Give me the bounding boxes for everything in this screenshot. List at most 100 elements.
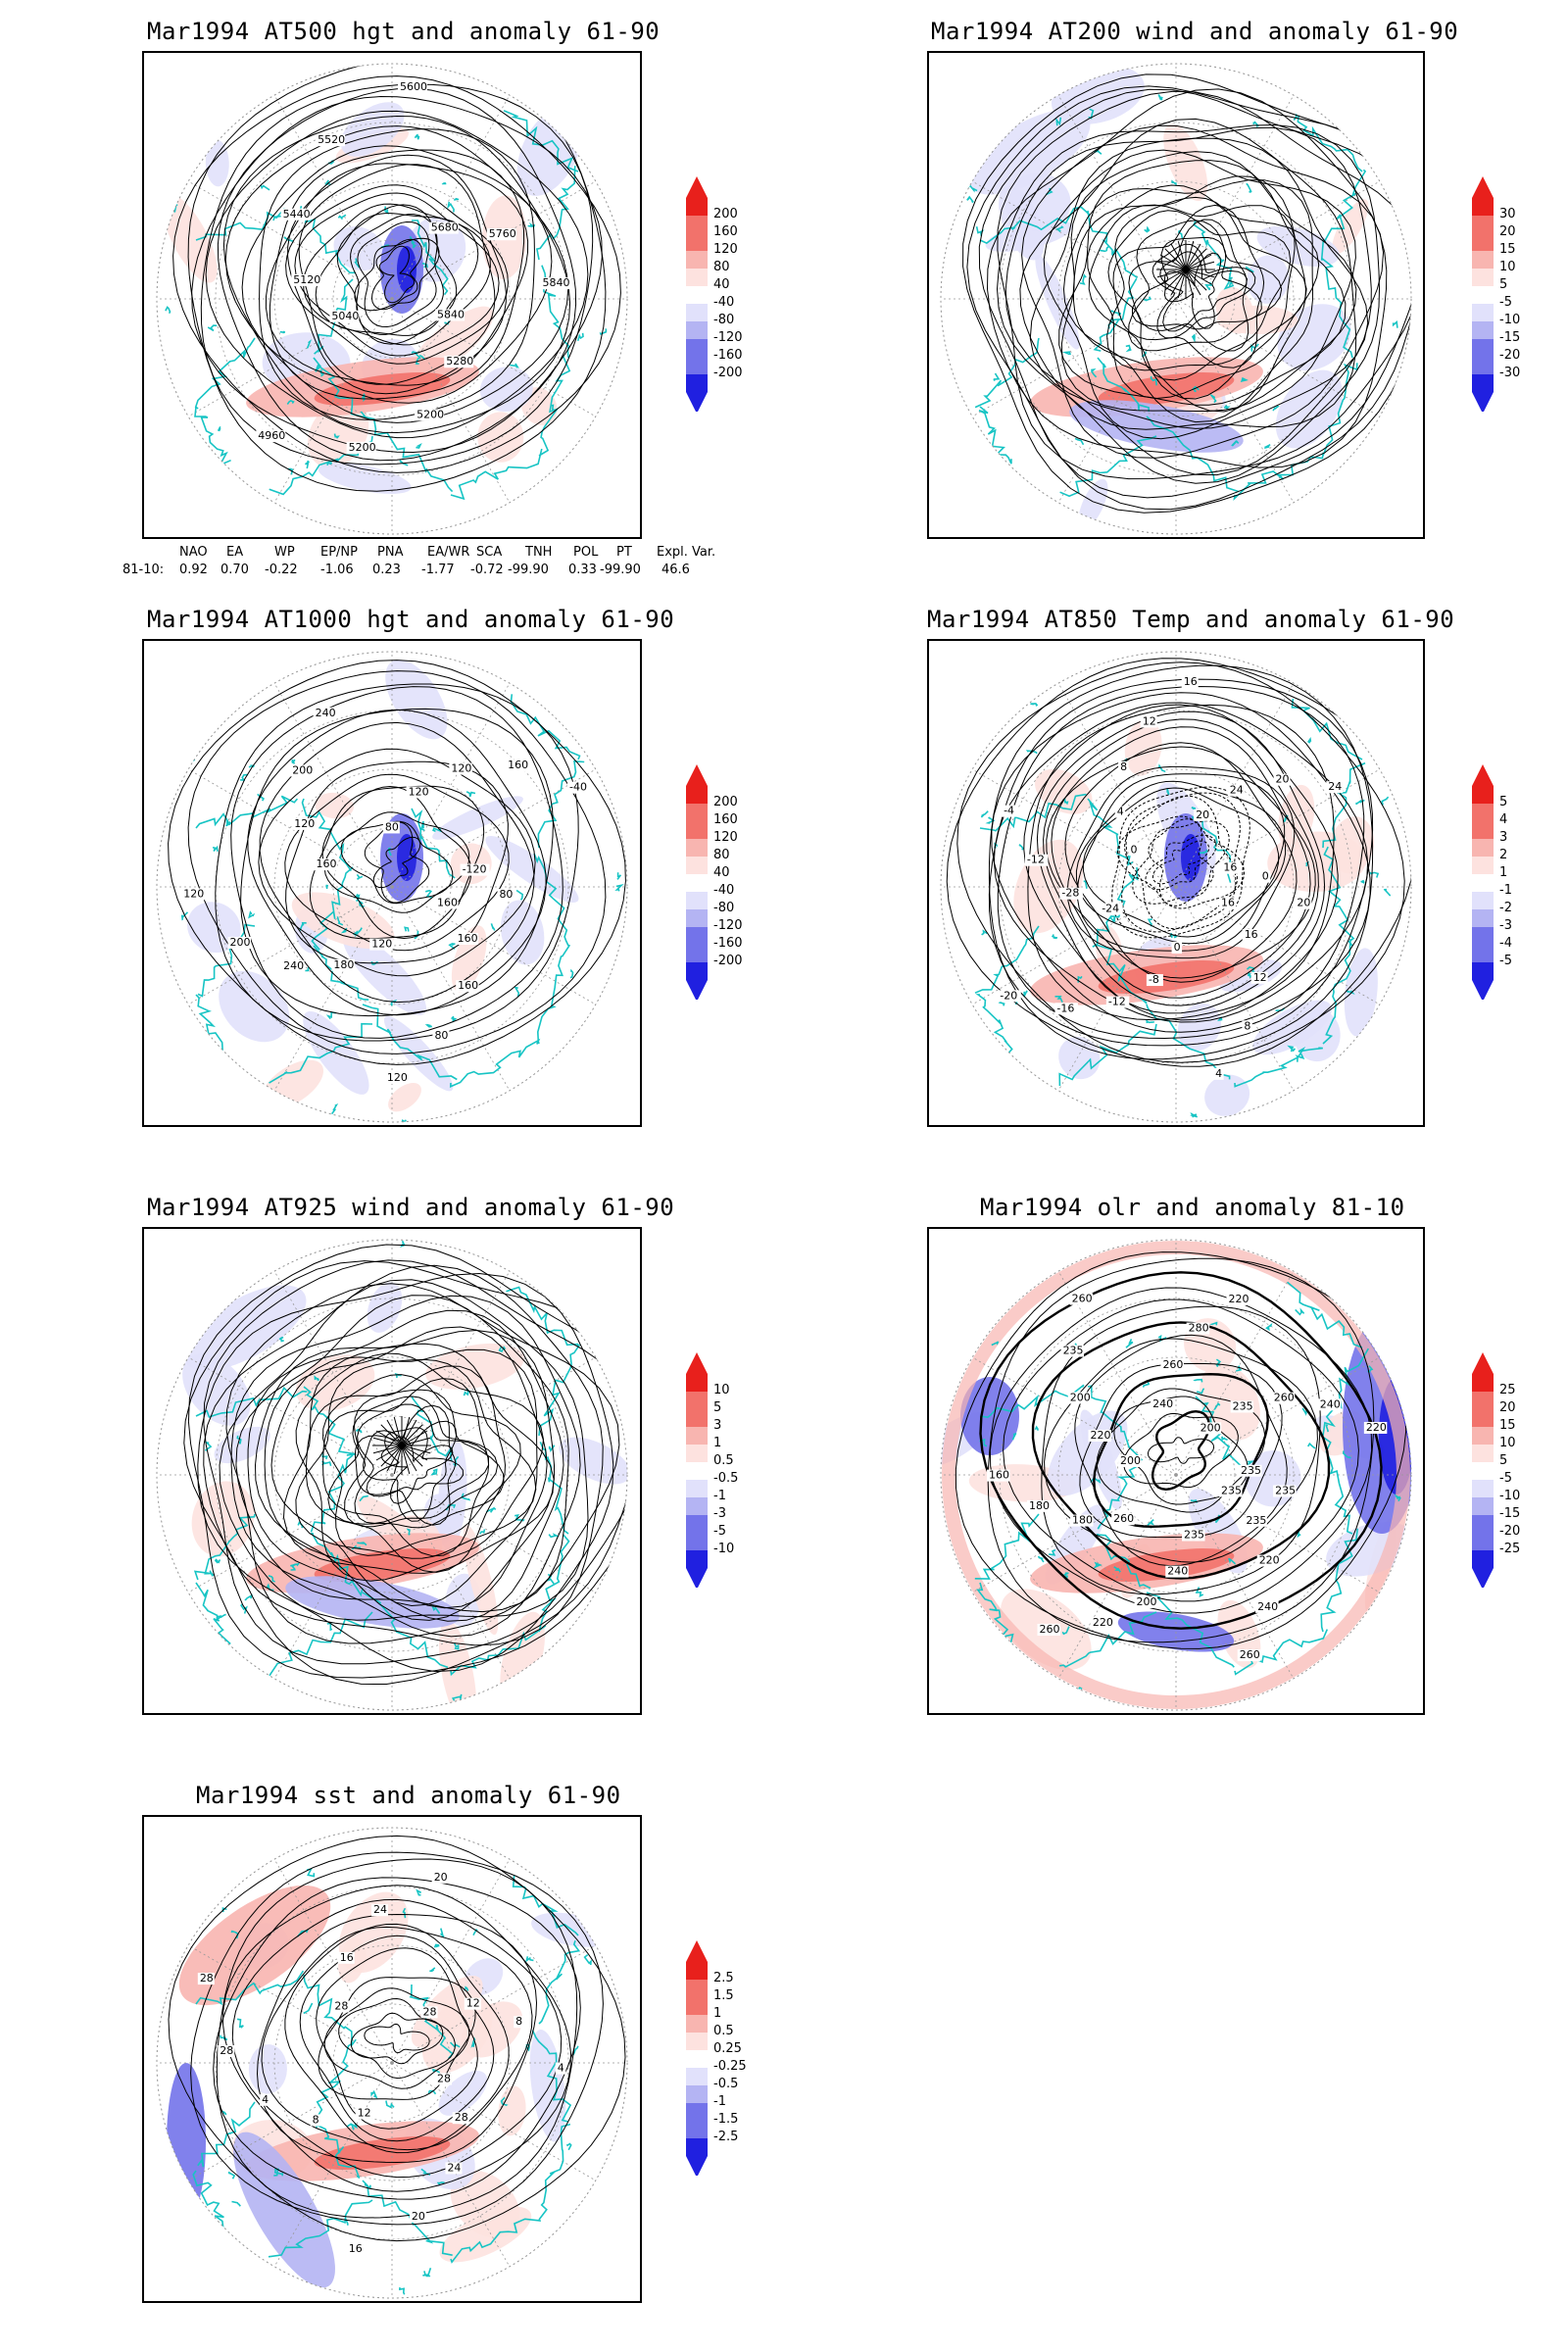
coastline	[449, 1038, 541, 1088]
contour-label-bg	[1271, 1392, 1296, 1404]
coastline	[974, 1513, 1040, 1580]
coastline	[303, 2002, 314, 2015]
coastline	[313, 945, 369, 1001]
meridian-line	[391, 886, 597, 1005]
anomaly-positive	[425, 1343, 524, 1390]
coastline	[1295, 1054, 1305, 1062]
coastline	[316, 2042, 354, 2129]
anomaly-positive	[261, 1059, 324, 1109]
colorbar-swatch	[686, 269, 708, 286]
colorbar-tick-label: 160	[713, 812, 738, 827]
coastline	[500, 2096, 509, 2107]
coastline	[324, 179, 332, 185]
contour-label-bg	[1194, 808, 1211, 821]
colorbar-swatch	[686, 804, 708, 821]
anomaly-positive	[461, 2001, 523, 2058]
index-header: POL	[573, 545, 599, 560]
contour-label: 120	[451, 762, 471, 775]
streamline	[996, 123, 1380, 484]
coastline	[260, 184, 270, 191]
contour-label-bg	[384, 1071, 409, 1084]
streamline	[1062, 179, 1313, 423]
streamline	[247, 1309, 564, 1622]
coastline	[1125, 344, 1132, 353]
colorbar-tick-label: -120	[713, 330, 743, 345]
contour-line	[1147, 1437, 1215, 1464]
colorbar-swatch	[686, 874, 708, 892]
coastline	[357, 1542, 368, 1546]
coastline	[978, 406, 1012, 465]
contour-line	[997, 685, 1365, 1040]
coastline	[268, 1575, 275, 1583]
coastline	[212, 845, 219, 853]
coastline	[426, 2267, 432, 2278]
contour-line	[215, 683, 579, 1042]
contour-label-bg	[197, 1973, 215, 1985]
contour-label-bg	[1237, 1649, 1261, 1662]
colorbar-tick-label: -40	[713, 295, 735, 310]
colorbar-tick-label: 2	[1499, 848, 1508, 862]
contour-label: 24	[373, 1903, 387, 1916]
coastline	[510, 363, 519, 369]
anomaly-negative	[187, 902, 241, 954]
contour-line	[370, 238, 423, 311]
colorbar-tick-label: -5	[713, 1524, 726, 1539]
contour-label: 80	[499, 888, 513, 901]
contour-line	[1121, 792, 1241, 933]
contour-line	[187, 670, 607, 1054]
contour-label-bg	[1244, 1514, 1267, 1527]
colorbar-tick-label: 10	[1499, 260, 1516, 274]
colorbar-swatch	[686, 1515, 708, 1533]
colorbar-tick-label: 40	[713, 277, 730, 292]
contour-line	[364, 2023, 430, 2054]
contour-label: 20	[1276, 773, 1290, 786]
coastline	[1157, 94, 1163, 101]
coastline	[576, 332, 584, 342]
coastline	[305, 460, 311, 469]
contour-label: 180	[1029, 1499, 1050, 1512]
coastline	[1272, 405, 1280, 412]
coastline	[362, 1592, 449, 1669]
coastline	[424, 1023, 432, 1028]
coastlines	[966, 94, 1398, 501]
contour-line	[1113, 1396, 1249, 1505]
contour-label: 28	[423, 2005, 437, 2018]
coastline	[310, 1454, 354, 1533]
contour-label-bg	[415, 409, 445, 421]
coastline	[1055, 225, 1064, 232]
contour-label-bg	[1160, 1358, 1184, 1371]
coastline	[416, 1888, 421, 1896]
contour-label: 200	[1120, 1454, 1141, 1467]
contour-label: 180	[333, 958, 354, 971]
coastline	[399, 2287, 406, 2295]
streamline	[1177, 269, 1187, 299]
colorbar-top-arrow	[1472, 1352, 1494, 1374]
contour-label-bg	[1273, 1485, 1297, 1497]
coastline	[531, 2030, 572, 2123]
coastline	[533, 853, 569, 947]
coastline	[991, 1341, 1000, 1347]
coastline	[1369, 871, 1380, 878]
coastline	[1023, 990, 1028, 998]
coastline	[1264, 443, 1271, 449]
coastline	[209, 1570, 216, 1577]
contour-label: 5840	[437, 308, 465, 320]
contour-label: 16	[1223, 861, 1237, 874]
contour-line	[338, 1997, 456, 2080]
contour-label-bg	[369, 938, 393, 951]
contour-label: 5200	[349, 441, 376, 454]
coastline	[195, 1582, 231, 1645]
streamline	[401, 1445, 428, 1461]
colorbar-tick-label: -80	[713, 313, 735, 327]
contour-line	[168, 660, 626, 1065]
coastline	[974, 925, 1040, 994]
coastline	[536, 944, 571, 1045]
coastline	[1199, 849, 1208, 855]
colorbar-tick-label: 4	[1499, 812, 1508, 827]
coastline	[193, 1513, 256, 1581]
index-value: -1.06	[320, 563, 354, 577]
colorbar-swatch	[686, 892, 708, 909]
streamline	[1185, 240, 1195, 270]
contour-label: 160	[458, 979, 478, 992]
contour-label: -16	[1056, 1002, 1074, 1014]
